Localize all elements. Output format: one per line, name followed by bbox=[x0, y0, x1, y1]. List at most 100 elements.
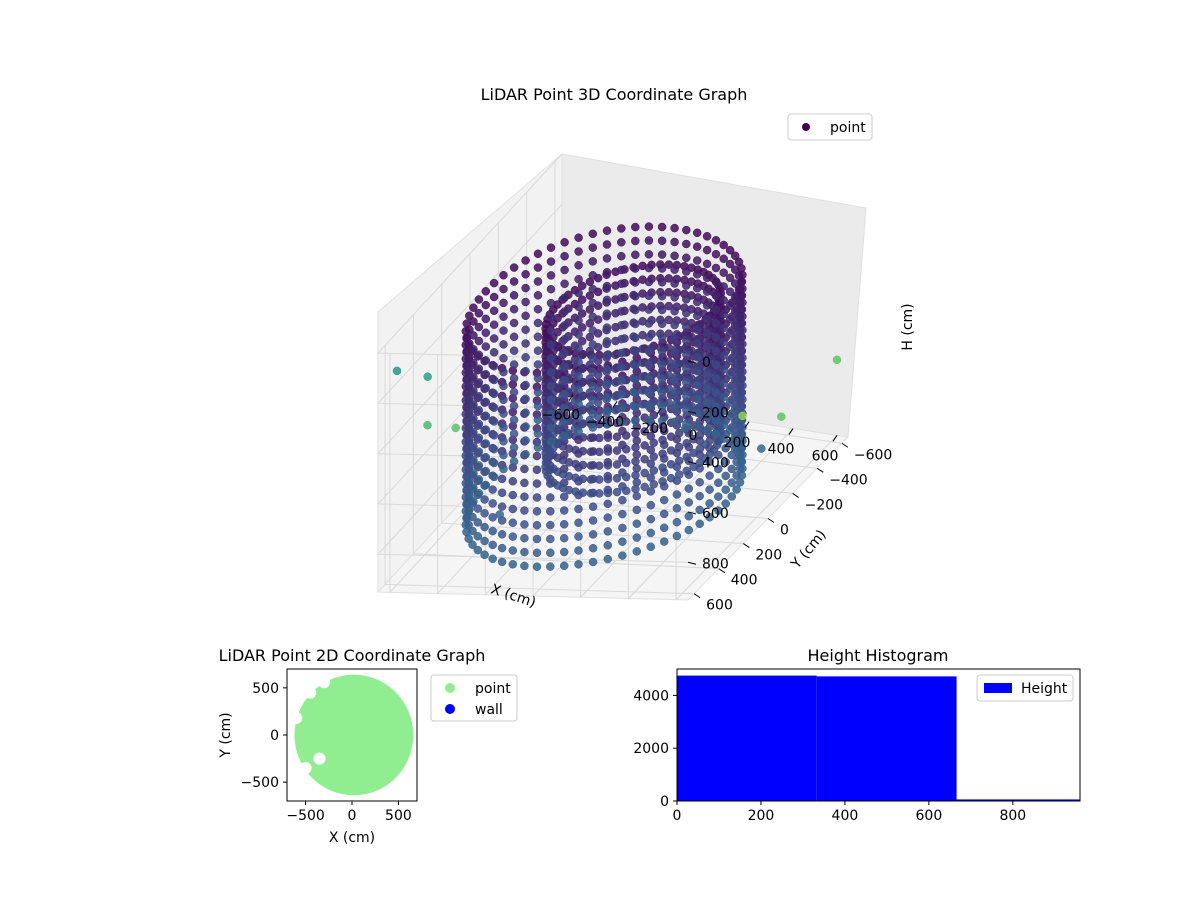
data-point-3d bbox=[481, 480, 491, 490]
data-point-3d bbox=[546, 562, 555, 571]
data-point-3d bbox=[559, 533, 569, 543]
data-point-3d bbox=[588, 312, 598, 322]
data-point-3d bbox=[617, 279, 626, 289]
data-point-3d bbox=[719, 434, 728, 443]
data-point-3d bbox=[465, 311, 474, 321]
data-point-3d bbox=[509, 332, 519, 342]
data-point-3d bbox=[640, 441, 649, 450]
data-point-3d bbox=[711, 346, 721, 356]
data-point-3d bbox=[705, 512, 714, 522]
data-point-3d bbox=[560, 293, 569, 302]
z-tick-label-3d: 600 bbox=[702, 506, 729, 522]
data-point-3d bbox=[574, 344, 583, 353]
data-point-3d bbox=[520, 478, 529, 488]
grid-line-x bbox=[484, 355, 662, 597]
data-point-3d bbox=[730, 251, 740, 261]
data-point-3d bbox=[657, 361, 667, 370]
data-point-3d bbox=[574, 427, 583, 436]
data-point-3d bbox=[499, 270, 508, 280]
x-axis-label-2d: X (cm) bbox=[329, 830, 375, 846]
data-point-3d bbox=[469, 344, 478, 354]
data-point-3d bbox=[734, 368, 744, 377]
data-point-3d bbox=[520, 464, 529, 474]
legend-3d: point bbox=[787, 113, 873, 141]
y-axis-label-3d: Y (cm) bbox=[788, 527, 830, 573]
data-point-3d bbox=[521, 408, 530, 417]
data-point-3d bbox=[631, 375, 640, 384]
data-point-3d bbox=[719, 351, 728, 360]
data-point-3d bbox=[631, 416, 640, 426]
data-point-3d bbox=[462, 527, 471, 537]
data-point-3d bbox=[521, 366, 530, 376]
grid-line-x bbox=[437, 354, 618, 595]
data-point-3d bbox=[659, 523, 669, 533]
data-point-3d bbox=[631, 429, 640, 438]
data-point-3d bbox=[602, 378, 612, 388]
data-point-3d bbox=[658, 435, 667, 445]
ticks-2d: −500 0 500 −500 0 500 bbox=[241, 681, 412, 824]
data-point-3d bbox=[480, 509, 489, 518]
data-point-3d bbox=[595, 475, 604, 484]
data-point-3d bbox=[657, 416, 667, 425]
data-point-3d bbox=[481, 370, 491, 379]
data-point-3d bbox=[725, 287, 735, 296]
scatter-3d-chart: LiDAR Point 3D Coordinate Graph −600 −400… bbox=[376, 85, 916, 614]
data-point-3d bbox=[533, 318, 543, 328]
data-point-3d bbox=[481, 328, 491, 338]
data-point-3d bbox=[721, 485, 730, 494]
x-tick-3d bbox=[568, 394, 574, 401]
data-point-3d bbox=[499, 312, 508, 321]
data-point-3d bbox=[692, 353, 702, 362]
data-point-3d bbox=[602, 226, 612, 235]
data-point-3d bbox=[719, 420, 728, 430]
data-point-3d bbox=[719, 323, 728, 333]
data-point-3d bbox=[602, 295, 612, 305]
data-point-3d bbox=[657, 291, 667, 301]
data-point-3d bbox=[423, 420, 432, 430]
data-point-3d bbox=[469, 441, 478, 451]
data-point-3d bbox=[644, 402, 654, 411]
data-point-3d bbox=[832, 355, 842, 365]
x-tick-label-3d: 600 bbox=[812, 448, 839, 464]
data-point-3d bbox=[469, 372, 478, 382]
data-point-3d bbox=[692, 366, 702, 376]
data-point-3d bbox=[659, 537, 669, 546]
data-point-3d bbox=[577, 419, 587, 429]
data-point-3d bbox=[489, 292, 499, 302]
data-point-3d bbox=[546, 243, 556, 252]
gap-2d bbox=[318, 676, 331, 689]
data-point-3d bbox=[730, 320, 740, 330]
data-point-3d bbox=[631, 484, 640, 494]
data-point-3d bbox=[734, 340, 744, 350]
data-point-3d bbox=[702, 398, 712, 407]
data-point-3d bbox=[711, 236, 721, 245]
data-point-3d bbox=[670, 279, 679, 288]
data-point-3d bbox=[489, 431, 499, 440]
data-point-3d bbox=[702, 232, 712, 241]
x-tick-label-histogram: 200 bbox=[748, 808, 775, 824]
data-point-3d bbox=[521, 283, 530, 293]
grid-line-y bbox=[412, 314, 719, 570]
data-point-3d bbox=[702, 273, 712, 283]
data-point-3d bbox=[520, 492, 529, 501]
data-point-3d bbox=[682, 308, 691, 318]
data-point-3d bbox=[465, 477, 474, 487]
data-point-3d bbox=[725, 370, 735, 379]
data-point-3d bbox=[719, 309, 728, 319]
data-point-3d bbox=[521, 422, 530, 431]
data-point-3d bbox=[603, 554, 613, 564]
data-point-3d bbox=[730, 403, 740, 413]
data-point-3d bbox=[730, 431, 740, 440]
data-point-3d bbox=[489, 417, 499, 426]
data-point-3d bbox=[617, 376, 626, 385]
data-point-3d bbox=[644, 236, 654, 245]
y-tick-3d bbox=[693, 593, 701, 599]
data-point-3d bbox=[595, 489, 604, 498]
x-tick-label-2d: 500 bbox=[385, 808, 412, 824]
data-point-3d bbox=[577, 295, 587, 304]
data-point-3d bbox=[481, 314, 491, 324]
data-point-3d bbox=[612, 460, 622, 469]
y-tick-label-3d: 400 bbox=[731, 573, 758, 589]
data-point-3d bbox=[465, 491, 474, 500]
data-point-3d bbox=[602, 350, 612, 360]
